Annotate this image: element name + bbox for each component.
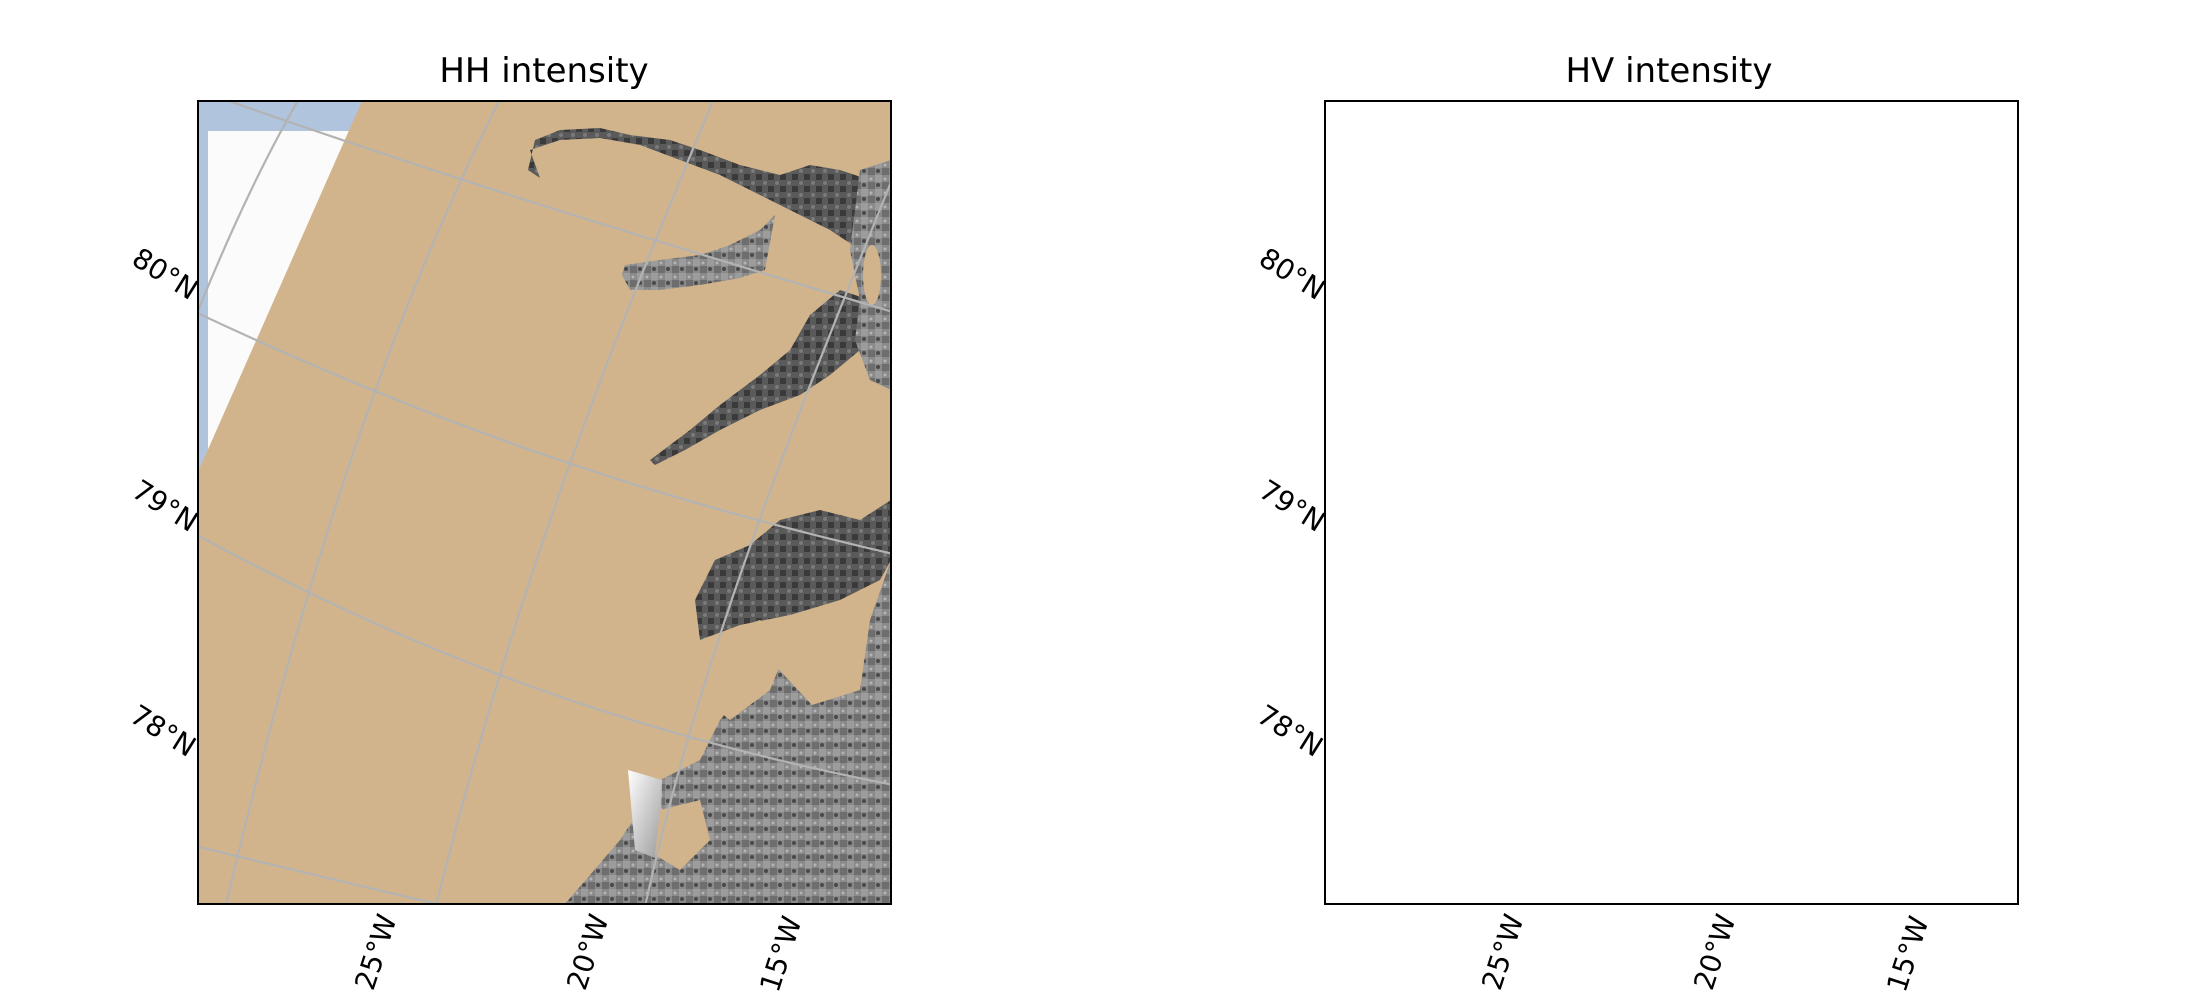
fjord-middle: [1749, 215, 1902, 290]
lat-label: 80°N: [1253, 241, 1330, 306]
graticule: [198, 101, 891, 904]
lat-label: 78°N: [1251, 698, 1328, 763]
lat-label: 80°N: [126, 241, 203, 306]
bright-patch: [1755, 770, 1789, 860]
fjord-branch: [1777, 290, 2007, 465]
bright-patch: [628, 770, 662, 860]
ocean: [1325, 101, 2018, 904]
lon-label: 25°W: [1475, 910, 1530, 994]
lat-label: 79°N: [1253, 473, 1330, 538]
no-data-area: [1335, 131, 1489, 472]
lon-label: 15°W: [753, 912, 808, 996]
fjord-branch: [650, 290, 880, 465]
land-inlet: [700, 620, 790, 720]
sar-coastal-ice: [1692, 560, 2018, 904]
lon-label: 20°W: [1687, 910, 1742, 994]
map-panel-hv: HV intensity: [1251, 51, 2047, 996]
panel-title: HV intensity: [1565, 51, 1772, 91]
lon-label: 20°W: [560, 910, 615, 994]
fjord-middle: [622, 215, 775, 290]
fjord-island: [1990, 245, 2008, 305]
fjord-east-strip: [1977, 160, 2018, 390]
fjord-upper: [528, 128, 891, 270]
map-frame: [1324, 100, 2019, 905]
land: [1325, 101, 2018, 904]
panel-title: HH intensity: [439, 51, 648, 91]
sar-dark-ice: [695, 500, 891, 640]
lon-label: 25°W: [348, 910, 403, 994]
lon-label: 15°W: [1880, 912, 1935, 996]
map-panel-hh: HH intensity: [124, 51, 892, 996]
land-inlet: [655, 800, 710, 870]
fjord-island: [863, 245, 881, 305]
lat-label: 79°N: [126, 473, 203, 538]
land-inlet: [1827, 620, 1917, 720]
lat-label: 78°N: [124, 698, 201, 763]
land-inlet: [1782, 800, 1837, 870]
fjord-upper: [1655, 128, 2018, 270]
sar-dark-ice: [1822, 500, 2018, 640]
map-frame: [197, 100, 892, 905]
graticule: [1297, 60, 2047, 990]
